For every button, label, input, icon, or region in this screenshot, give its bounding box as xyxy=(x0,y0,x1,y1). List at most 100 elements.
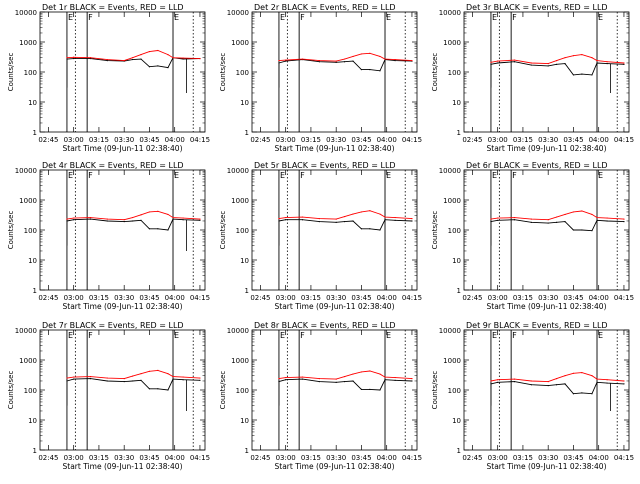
lld-point xyxy=(547,381,549,383)
x-tick-label: 03:00 xyxy=(488,294,508,302)
x-tick-label: 02:45 xyxy=(250,136,270,144)
lld-point xyxy=(606,217,608,219)
x-axis-label: Start Time (09-Jun-11 02:38:40) xyxy=(63,144,183,153)
events-point xyxy=(172,218,174,220)
y-tick-label: 100 xyxy=(448,69,461,77)
x-tick-label: 02:45 xyxy=(462,136,482,144)
x-tick-label: 03:30 xyxy=(326,454,346,462)
events-point xyxy=(352,380,354,382)
interval-marker-letter: E xyxy=(68,13,73,22)
events-point xyxy=(530,221,532,223)
x-tick-label: 03:30 xyxy=(114,294,134,302)
events-point xyxy=(182,379,184,381)
y-tick-label: 1000 xyxy=(19,197,37,205)
interval-marker-letter: E xyxy=(598,331,603,340)
lld-point xyxy=(547,63,549,65)
plot-frame xyxy=(463,169,630,291)
lld-point xyxy=(301,58,304,60)
lld-point xyxy=(182,57,184,59)
lld-point xyxy=(352,213,354,215)
y-tick-label: 10 xyxy=(452,257,461,265)
x-tick-label: 04:00 xyxy=(377,454,397,462)
lld-point xyxy=(199,218,201,220)
y-tick-label: 1 xyxy=(245,287,249,295)
events-point xyxy=(606,382,608,384)
interval-marker-letter: E xyxy=(598,13,603,22)
events-point xyxy=(132,380,134,382)
events-point xyxy=(318,381,320,383)
panel-title: Det 6r BLACK = Events, RED = LLD xyxy=(466,161,608,170)
events-point xyxy=(581,229,583,231)
lld-point xyxy=(556,377,558,380)
lld-point xyxy=(106,58,108,61)
events-point xyxy=(547,385,549,387)
events-point xyxy=(581,392,583,394)
lld-point xyxy=(596,59,598,62)
lld-point xyxy=(547,219,549,221)
detector-panel: Det 4r BLACK = Events, RED = LLD 1 10 100 10… xyxy=(7,161,210,311)
interval-marker-letter: F xyxy=(88,171,93,180)
y-tick-label: 100 xyxy=(448,387,461,395)
lld-point xyxy=(278,377,280,380)
plot-frame xyxy=(39,11,206,133)
y-tick-label: 1 xyxy=(245,129,249,137)
x-axis-label: Start Time (09-Jun-11 02:38:40) xyxy=(487,462,607,471)
detector-panel: Det 5r BLACK = Events, RED = LLD 1 10 100 10… xyxy=(219,161,422,311)
x-tick-label: 03:30 xyxy=(114,454,134,462)
events-point xyxy=(106,380,108,382)
lld-point xyxy=(360,211,363,213)
lld-point xyxy=(89,57,92,59)
x-tick-label: 03:30 xyxy=(538,136,558,144)
y-tick-label: 1 xyxy=(457,129,461,137)
lld-point xyxy=(140,373,142,375)
x-tick-label: 03:15 xyxy=(513,294,533,302)
y-tick-label: 1000 xyxy=(443,197,461,205)
lld-point xyxy=(379,55,381,58)
y-axis-label: Counts/sec xyxy=(431,53,439,92)
events-point xyxy=(530,64,532,66)
y-tick-label: 1000 xyxy=(231,197,249,205)
x-tick-label: 04:15 xyxy=(614,294,634,302)
events-point xyxy=(106,59,108,62)
events-point xyxy=(623,221,625,223)
lld-point xyxy=(564,375,566,377)
interval-marker-letter: F xyxy=(88,13,93,22)
x-tick-label: 03:15 xyxy=(89,294,109,302)
lld-point xyxy=(344,58,346,60)
lld-point xyxy=(591,213,593,216)
events-point xyxy=(157,65,159,67)
x-tick-label: 04:00 xyxy=(377,294,397,302)
events-point xyxy=(360,228,363,230)
lld-point xyxy=(157,369,159,372)
y-tick-label: 10 xyxy=(28,417,37,425)
lld-point xyxy=(556,216,558,218)
lld-point xyxy=(73,56,75,58)
events-point xyxy=(606,220,608,222)
lld-point xyxy=(513,59,516,61)
plot-frame xyxy=(39,169,206,291)
y-tick-label: 1000 xyxy=(443,39,461,47)
lld-point xyxy=(596,378,598,380)
events-point xyxy=(167,389,169,391)
events-point xyxy=(596,381,598,383)
lld-point xyxy=(285,376,287,379)
lld-point xyxy=(606,61,608,63)
y-axis-label: Counts/sec xyxy=(7,211,15,250)
x-tick-label: 03:00 xyxy=(276,136,296,144)
events-point xyxy=(199,219,201,221)
events-point xyxy=(301,378,304,380)
detector-panel: Det 9r BLACK = Events, RED = LLD 1 10 100 10… xyxy=(431,321,634,471)
detector-panel: Det 2r BLACK = Events, RED = LLD 1 10 100 10… xyxy=(219,3,422,153)
lld-point xyxy=(301,216,304,218)
y-tick-label: 100 xyxy=(24,387,37,395)
events-point xyxy=(106,220,108,222)
events-point xyxy=(182,219,184,221)
plot-frame xyxy=(463,11,630,133)
events-point xyxy=(556,221,558,223)
events-point xyxy=(581,73,583,75)
x-tick-label: 04:15 xyxy=(190,294,210,302)
x-tick-label: 03:00 xyxy=(276,454,296,462)
y-axis-label: Counts/sec xyxy=(219,211,227,250)
events-point xyxy=(285,219,287,221)
interval-marker-letter: F xyxy=(88,331,93,340)
